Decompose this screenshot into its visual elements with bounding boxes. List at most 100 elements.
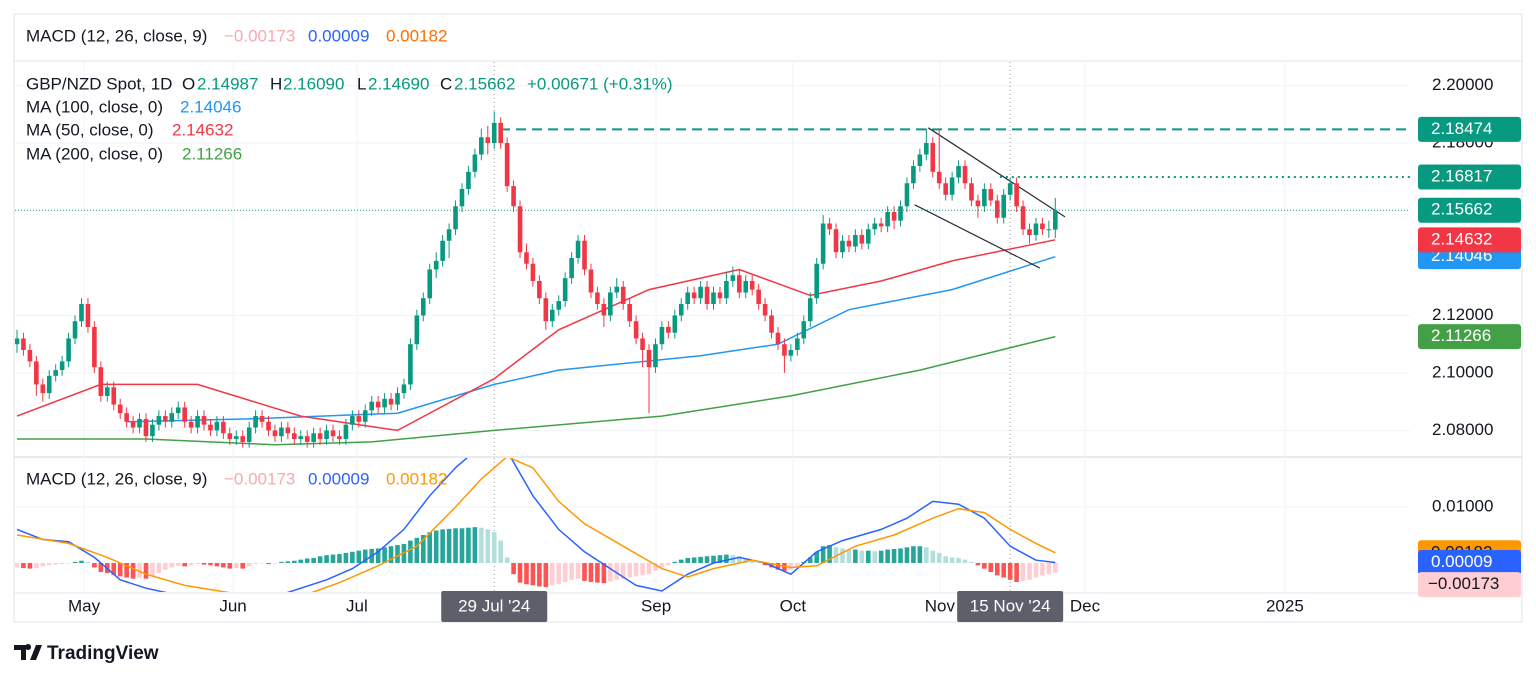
y-tick-label: 0.01000	[1432, 496, 1493, 515]
grid	[15, 62, 1410, 592]
candle-body	[769, 315, 774, 333]
candle-body	[343, 424, 349, 440]
histogram-bar	[627, 562, 632, 578]
candle-body	[34, 361, 39, 385]
candle-body	[672, 315, 678, 333]
histogram-bar	[175, 562, 181, 566]
candle-body	[53, 370, 58, 376]
candle-body	[156, 416, 162, 425]
x-tick-label: Sep	[641, 596, 671, 615]
signal-value: 0.00182	[386, 469, 447, 488]
histogram-bar	[549, 562, 555, 586]
histogram-bar	[195, 562, 200, 565]
candle-body	[801, 321, 807, 339]
candle-body	[466, 171, 471, 190]
candle-body	[214, 421, 220, 431]
histogram-bar	[956, 557, 961, 563]
ohlc-key: C	[440, 74, 452, 93]
histogram-bar	[330, 554, 336, 563]
histogram-bar	[595, 562, 600, 583]
candle-body	[795, 338, 800, 350]
histogram-bar	[833, 547, 839, 563]
histogram-bar	[704, 556, 710, 563]
histogram-bar	[221, 562, 226, 568]
histogram-bar	[304, 558, 310, 563]
candle-body	[143, 418, 149, 437]
candle-body	[975, 200, 981, 207]
histogram-bar	[1007, 562, 1013, 580]
candle-body	[504, 143, 510, 187]
brand-name: TradingView	[47, 643, 159, 664]
candle-body	[833, 229, 839, 253]
candle-body	[988, 189, 994, 201]
histogram-bar	[137, 562, 142, 578]
ohlc-key: H	[270, 74, 282, 93]
histogram-bar	[807, 557, 813, 563]
candle-body	[524, 252, 529, 264]
histogram-bar	[46, 562, 52, 566]
histogram-bar	[201, 562, 207, 565]
price-badge-label: 2.18474	[1431, 119, 1492, 138]
candle-body	[1027, 229, 1032, 236]
candle-body	[279, 427, 284, 437]
candle-body	[885, 212, 890, 227]
histogram-bar	[453, 528, 458, 563]
histogram-bar	[917, 546, 923, 563]
candle-body	[253, 416, 258, 428]
ma-value: 2.14046	[180, 97, 241, 116]
histogram-bar	[117, 562, 123, 577]
candle-body	[395, 393, 400, 405]
price-badge	[1418, 197, 1521, 223]
candle-body	[292, 433, 297, 440]
price-badge-label: 2.14632	[1431, 229, 1492, 248]
candle-body	[356, 416, 362, 422]
candle-body	[427, 269, 433, 299]
histogram-bar	[653, 562, 658, 571]
candle-body	[646, 349, 652, 368]
crosshair-label-box	[441, 591, 548, 622]
candle-body	[150, 424, 155, 437]
candle-body	[743, 280, 749, 293]
histogram-bar	[298, 559, 304, 563]
candle-body	[549, 309, 555, 322]
histogram-bar	[588, 562, 594, 583]
candle-body	[375, 401, 381, 408]
histogram-bar	[924, 547, 929, 563]
candle-body	[653, 344, 658, 368]
candle-body	[472, 154, 478, 172]
histogram-bar	[930, 550, 936, 563]
candle-body	[969, 183, 974, 201]
candle-body	[840, 240, 845, 253]
histogram-bar	[524, 562, 529, 585]
candle-body	[485, 137, 491, 144]
candle-body	[717, 292, 723, 299]
histogram-bar	[891, 548, 897, 563]
candle-body	[627, 303, 632, 322]
candle-body	[111, 387, 117, 405]
candle-body	[846, 240, 852, 247]
ma-value: 2.11266	[182, 144, 242, 163]
toolbar-macd: 0.00009	[308, 26, 369, 45]
histogram-bar	[214, 562, 220, 567]
histogram-bar	[511, 562, 516, 575]
histogram-bar	[408, 540, 413, 563]
candle-body	[59, 361, 65, 371]
histogram-bar	[575, 562, 581, 579]
histogram-bar	[994, 562, 1000, 576]
histogram-bar	[311, 557, 316, 563]
candle-body	[924, 143, 929, 155]
price-badge-label: 2.15662	[1431, 200, 1492, 219]
histogram-bar	[962, 559, 968, 563]
histogram-bar	[646, 562, 652, 575]
candle-body	[904, 183, 910, 207]
histogram-bar	[420, 534, 426, 563]
histogram-bar	[279, 561, 284, 563]
crosshair-label: 15 Nov '24	[970, 596, 1051, 615]
histogram-bar	[485, 529, 491, 563]
candle-body	[865, 229, 871, 244]
x-tick-label: Jun	[219, 596, 246, 615]
candle-body	[620, 286, 626, 304]
candle-body	[982, 189, 987, 207]
price-badge	[1418, 572, 1521, 598]
candle-body	[408, 344, 413, 385]
